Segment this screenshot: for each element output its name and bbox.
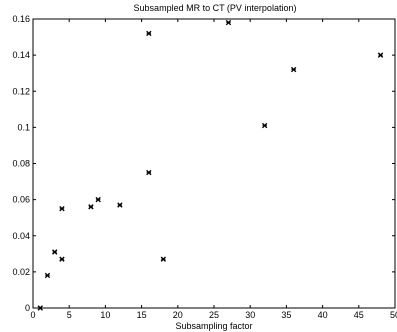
y-tick-label: 0.08 xyxy=(12,159,30,169)
data-point xyxy=(88,204,94,210)
x-tick-label: 35 xyxy=(281,310,291,320)
data-point xyxy=(52,249,58,255)
x-tick-label: 40 xyxy=(318,310,328,320)
y-tick-label: 0.14 xyxy=(12,50,30,60)
x-tick-label: 25 xyxy=(209,310,219,320)
data-point xyxy=(117,202,123,208)
data-point xyxy=(95,196,101,203)
x-tick-label: 20 xyxy=(173,310,183,320)
data-point xyxy=(225,19,232,26)
data-point xyxy=(146,30,152,37)
y-tick-label: 0.16 xyxy=(12,14,30,24)
y-tick-label: 0.1 xyxy=(17,122,30,132)
axis-tick-labels: 0 5 10 15 20 25 30 35 40 45 50 0 0.02 0.04 0.06 0.08 0.1… xyxy=(12,14,397,320)
y-tick-label: 0.04 xyxy=(12,231,30,241)
x-tick-label: 50 xyxy=(390,310,397,320)
y-tick-label: 0.06 xyxy=(12,195,30,205)
x-tick-label: 5 xyxy=(67,310,72,320)
data-point xyxy=(160,256,167,262)
y-tick-label: 0.12 xyxy=(12,86,30,96)
x-tick-label: 0 xyxy=(30,310,35,320)
x-tick-label: 45 xyxy=(354,310,364,320)
axis-ticks xyxy=(32,18,396,309)
data-point xyxy=(44,272,51,279)
data-point xyxy=(146,169,152,176)
data-point xyxy=(59,256,65,262)
x-tick-label: 15 xyxy=(137,310,147,320)
data-point xyxy=(377,52,384,58)
data-point xyxy=(290,66,297,73)
y-tick-label: 0.02 xyxy=(12,267,30,277)
y-tick-label: 0 xyxy=(25,303,30,313)
x-tick-label: 10 xyxy=(100,310,110,320)
plot-area-frame xyxy=(32,18,396,309)
data-points xyxy=(37,19,384,311)
x-axis-label: Subsampling factor xyxy=(175,321,252,331)
data-point xyxy=(37,305,43,311)
data-point xyxy=(59,205,65,212)
data-point xyxy=(261,122,268,129)
x-tick-label: 30 xyxy=(245,310,255,320)
chart-title: Subsampled MR to CT (PV interpolation) xyxy=(134,3,297,13)
